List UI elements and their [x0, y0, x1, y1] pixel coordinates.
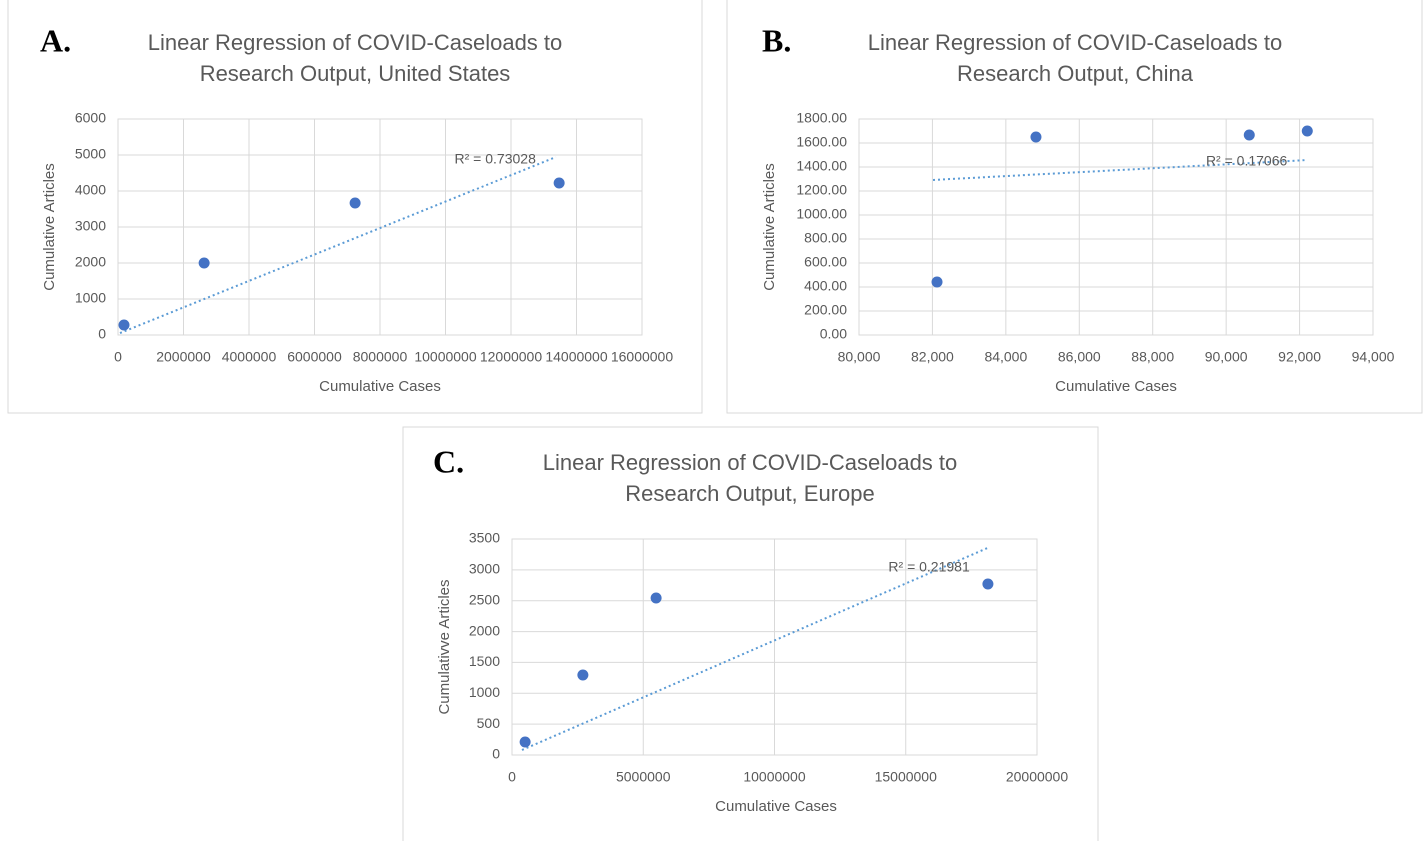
point [349, 197, 361, 209]
y-tick-label: 3000 [75, 218, 106, 234]
point [1301, 125, 1313, 137]
point [519, 736, 531, 748]
y-tick-label: 500 [477, 715, 501, 731]
point [982, 578, 994, 590]
plot-area [511, 538, 1038, 756]
x-tick-label: 90,000 [1205, 349, 1248, 365]
x-tick-label: 80,000 [838, 349, 881, 365]
y-tick-label: 2000 [75, 254, 106, 270]
y-axis-label: Cumulative Articles [761, 163, 778, 291]
trendline [521, 546, 991, 751]
x-tick-label: 15000000 [875, 769, 938, 785]
point [931, 276, 943, 288]
y-tick-label: 600.00 [804, 254, 847, 270]
chart-title: Linear Regression of COVID-Caseloads to [868, 30, 1283, 55]
x-tick-label: 6000000 [287, 349, 342, 365]
y-tick-label: 200.00 [804, 302, 847, 318]
x-tick-label: 4000000 [222, 349, 277, 365]
x-axis-label: Cumulative Cases [715, 798, 837, 815]
x-tick-label: 14000000 [545, 349, 608, 365]
x-tick-label: 88,000 [1131, 349, 1174, 365]
y-tick-label: 1000 [75, 290, 106, 306]
y-tick-label: 1000 [469, 684, 500, 700]
y-tick-label: 1400.00 [796, 158, 847, 174]
y-tick-label: 0.00 [820, 326, 847, 342]
chart-title: Linear Regression of COVID-Caseloads to [543, 450, 958, 475]
y-axis-label: Cumulativve Articles [436, 579, 453, 714]
y-tick-label: 1200.00 [796, 182, 847, 198]
x-tick-label: 0 [508, 769, 516, 785]
x-tick-label: 5000000 [616, 769, 671, 785]
chart-title: Research Output, China [957, 61, 1194, 86]
point [553, 177, 565, 189]
y-tick-label: 3500 [469, 530, 500, 546]
x-tick-label: 12000000 [480, 349, 543, 365]
chart-title: Research Output, Europe [625, 481, 874, 506]
panel-border [7, 0, 703, 414]
y-tick-label: 0 [98, 326, 106, 342]
x-tick-label: 20000000 [1006, 769, 1069, 785]
point [118, 319, 130, 331]
panel-label: B. [762, 22, 791, 58]
x-tick-label: 0 [114, 349, 122, 365]
y-tick-label: 4000 [75, 182, 106, 198]
y-tick-label: 0 [492, 746, 500, 762]
y-tick-label: 1600.00 [796, 134, 847, 150]
x-tick-label: 92,000 [1278, 349, 1321, 365]
x-axis-label: Cumulative Cases [1055, 378, 1177, 395]
x-axis-label: Cumulative Cases [319, 378, 441, 395]
trendline [119, 156, 557, 334]
x-tick-label: 16000000 [611, 349, 674, 365]
point [577, 669, 589, 681]
y-tick-label: 2500 [469, 591, 500, 607]
plot-area [117, 118, 643, 336]
point [650, 592, 662, 604]
x-tick-label: 82,000 [911, 349, 954, 365]
y-tick-label: 6000 [75, 110, 106, 126]
y-tick-label: 800.00 [804, 230, 847, 246]
x-tick-label: 8000000 [353, 349, 408, 365]
panel-border [402, 426, 1099, 841]
y-tick-label: 1000.00 [796, 206, 847, 222]
plot-area [858, 118, 1374, 336]
y-tick-label: 5000 [75, 146, 106, 162]
panel-label: C. [433, 443, 464, 479]
point [198, 257, 210, 269]
y-axis-label: Cumulative Articles [41, 163, 58, 291]
r-squared-label: R² = 0.73028 [455, 151, 537, 167]
y-tick-label: 3000 [469, 561, 500, 577]
panel-border [726, 0, 1423, 414]
y-tick-label: 2000 [469, 622, 500, 638]
x-tick-label: 10000000 [414, 349, 477, 365]
r-squared-label: R² = 0.17066 [1206, 153, 1288, 169]
x-tick-label: 86,000 [1058, 349, 1101, 365]
x-tick-label: 94,000 [1352, 349, 1395, 365]
chart-title: Research Output, United States [200, 61, 511, 86]
point [1030, 131, 1042, 143]
r-squared-label: R² = 0.21981 [888, 559, 970, 575]
point [1243, 129, 1255, 141]
x-tick-label: 2000000 [156, 349, 211, 365]
y-tick-label: 1800.00 [796, 110, 847, 126]
y-tick-label: 1500 [469, 653, 500, 669]
chart-title: Linear Regression of COVID-Caseloads to [148, 30, 563, 55]
x-tick-label: 84,000 [984, 349, 1027, 365]
y-tick-label: 400.00 [804, 278, 847, 294]
x-tick-label: 10000000 [743, 769, 806, 785]
panel-label: A. [40, 22, 71, 58]
